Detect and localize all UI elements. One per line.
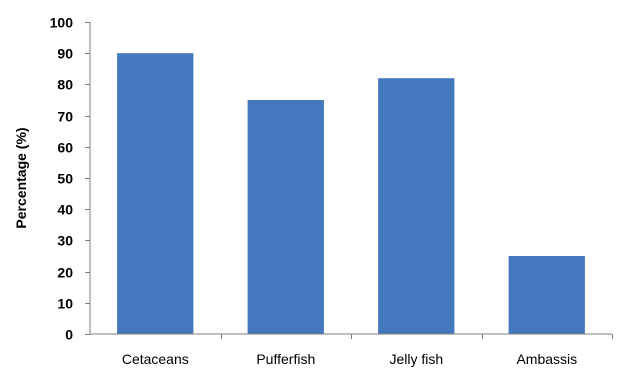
y-tick-label: 100 bbox=[50, 15, 74, 31]
x-category-label: Jelly fish bbox=[389, 351, 443, 367]
bar-ambassis bbox=[508, 256, 585, 334]
y-tick-label: 0 bbox=[65, 327, 73, 343]
x-category-label: Ambassis bbox=[516, 351, 577, 367]
y-tick-label: 80 bbox=[57, 77, 73, 93]
bar-jelly-fish bbox=[378, 78, 455, 334]
y-axis-ticks: 0 10 20 30 40 50 60 70 80 90 100 bbox=[50, 15, 90, 343]
y-tick-label: 90 bbox=[57, 46, 73, 62]
y-tick-label: 30 bbox=[57, 233, 73, 249]
y-tick-label: 50 bbox=[57, 171, 73, 187]
y-tick-label: 20 bbox=[57, 265, 73, 281]
y-axis-title: Percentage (%) bbox=[13, 127, 29, 228]
x-category-label: Cetaceans bbox=[122, 351, 189, 367]
bar-cetaceans bbox=[117, 53, 194, 334]
bar-pufferfish bbox=[247, 100, 324, 334]
x-category-label: Pufferfish bbox=[256, 351, 315, 367]
y-tick-label: 60 bbox=[57, 140, 73, 156]
y-tick-label: 70 bbox=[57, 109, 73, 125]
y-tick-label: 40 bbox=[57, 202, 73, 218]
y-tick-label: 10 bbox=[57, 296, 73, 312]
bars bbox=[117, 53, 585, 334]
x-axis-ticks: Cetaceans Pufferfish Jelly fish Ambassis bbox=[122, 334, 613, 367]
